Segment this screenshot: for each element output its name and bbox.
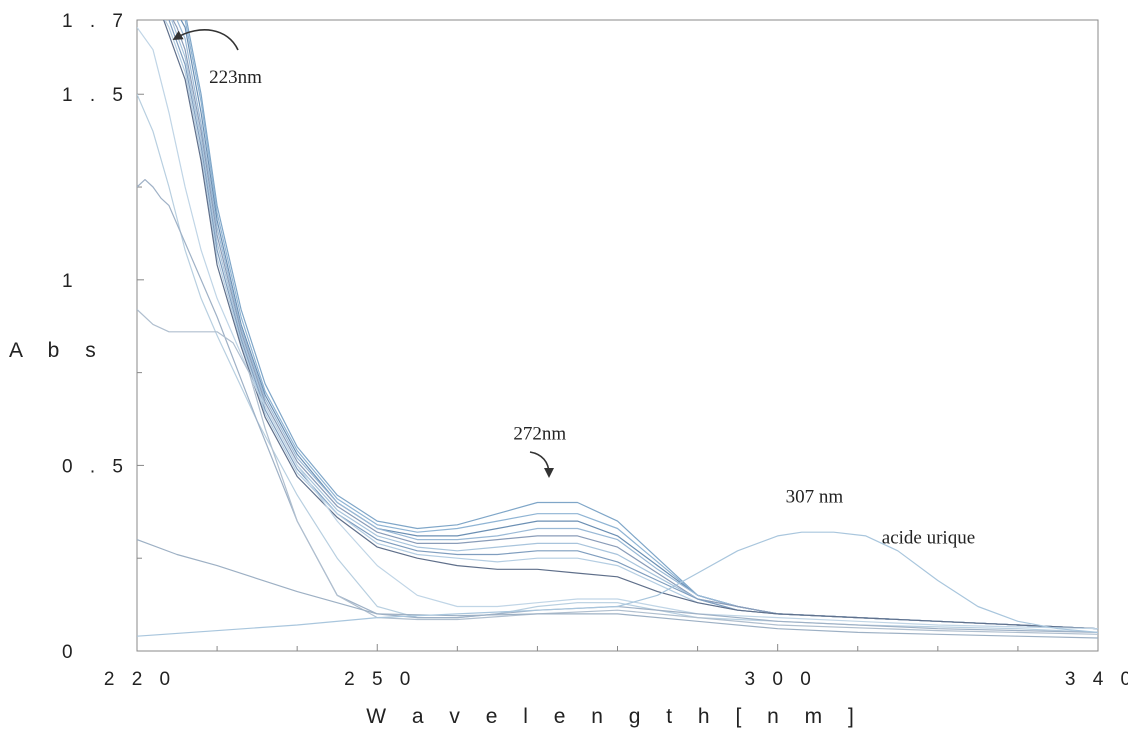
- y-tick-label: 1 . 7: [62, 11, 129, 32]
- annotation-label: 272nm: [513, 423, 566, 444]
- spectra-series: [137, 20, 1098, 639]
- y-tick-label: 1 . 5: [62, 85, 129, 106]
- spectrum-line-9: [163, 20, 1098, 630]
- spectrum-line-14: [137, 539, 1098, 639]
- arrow-223nm-icon: [172, 29, 239, 51]
- y-tick-label: 0 . 5: [62, 456, 129, 477]
- x-axis-ticks: 2 2 0 2 5 0 3 0 0 3 4 0: [104, 644, 1128, 690]
- spectrum-line-15: [137, 531, 1098, 637]
- y-axis-ticks: 0 0 . 5 1 1 . 5 1 . 7: [62, 11, 144, 663]
- annotation-label: 223nm: [209, 67, 262, 88]
- plot-frame: [136, 19, 1099, 652]
- x-tick-label: 2 2 0: [104, 669, 176, 690]
- arrow-272nm-icon: [529, 451, 554, 478]
- spectrum-line-11: [137, 93, 1098, 633]
- x-tick-label: 3 0 0: [745, 669, 817, 690]
- spectrum-line-13: [137, 309, 1098, 635]
- spectrum-line-10: [137, 27, 1098, 630]
- y-axis-title: A b s: [9, 339, 106, 362]
- peak-annotations: 223nm 272nm 307 nm acide urique: [209, 67, 975, 548]
- annotation-label: 307 nm: [786, 487, 844, 508]
- spectrum-line-12: [137, 179, 1098, 633]
- x-tick-label: 2 5 0: [344, 669, 416, 690]
- x-axis-title: W a v e l e n g t h [ n m ]: [366, 705, 864, 728]
- y-tick-label: 0: [62, 642, 79, 663]
- x-tick-label: 3 4 0: [1065, 669, 1128, 690]
- annotation-label: acide urique: [882, 527, 975, 548]
- y-tick-label: 1: [62, 271, 79, 292]
